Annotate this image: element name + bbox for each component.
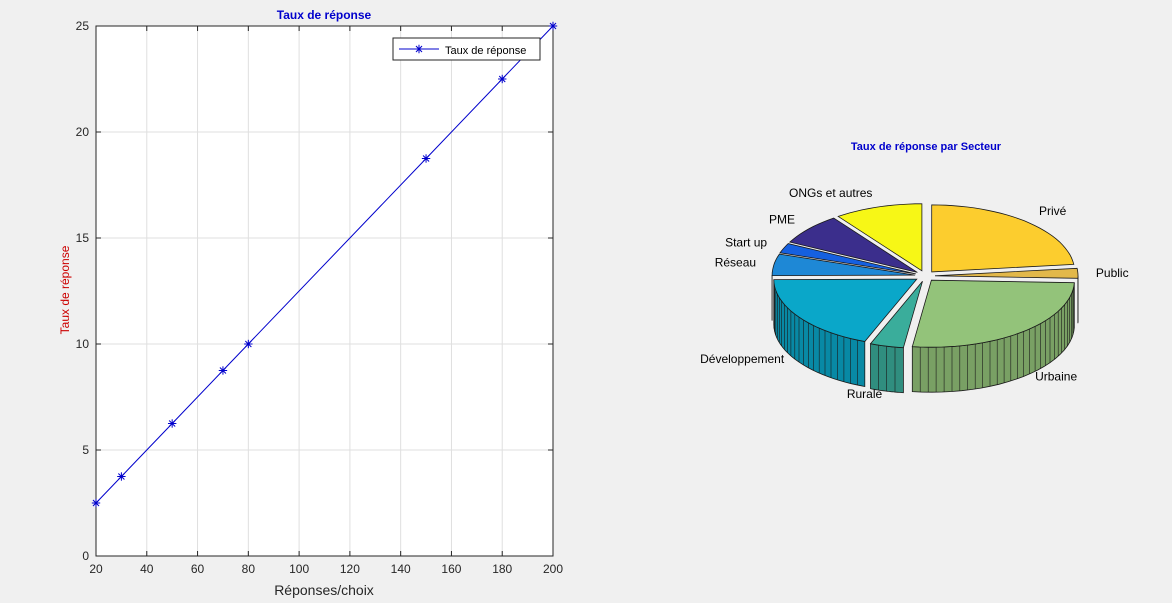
series-line <box>95 25 554 504</box>
grid <box>96 26 553 556</box>
data-point <box>117 472 126 481</box>
pie-slice <box>773 278 918 342</box>
data-point <box>167 419 177 428</box>
legend-marker <box>414 44 424 54</box>
pie-slice <box>837 203 923 272</box>
legend-box <box>392 37 541 61</box>
x-tick-label: 60 <box>191 562 205 576</box>
plot-frame <box>95 25 554 557</box>
pie-tops <box>771 203 1079 349</box>
x-tick-label: 40 <box>140 562 154 576</box>
y-tick-label: 5 <box>82 443 89 457</box>
y-tick-label: 20 <box>76 125 90 139</box>
pie-slice-label: PME <box>769 213 795 227</box>
pie-slice <box>779 243 916 275</box>
x-tick-label: 200 <box>543 562 563 576</box>
legend: Taux de réponse <box>392 37 541 61</box>
pie-slice-label: Public <box>1096 266 1129 280</box>
pie-slice-label: Privé <box>1039 204 1067 218</box>
plot-area <box>96 26 553 556</box>
pie-slice <box>771 253 916 277</box>
y-tick-label: 0 <box>82 549 89 563</box>
pie-slice <box>931 204 1075 273</box>
data-point <box>244 339 253 349</box>
line-chart-title: Taux de réponse <box>277 8 372 22</box>
x-tick-label: 160 <box>441 562 461 576</box>
pie-slice-label: Développement <box>700 352 785 366</box>
x-tick-label: 100 <box>289 562 309 576</box>
pie-sides <box>771 275 1079 394</box>
series-layer <box>91 21 558 508</box>
data-point <box>421 154 431 163</box>
pie-slice-label: Urbaine <box>1035 369 1077 383</box>
legend-entry-label: Taux de réponse <box>445 45 526 57</box>
pie-slice <box>911 279 1075 348</box>
x-tick-label: 120 <box>340 562 360 576</box>
legend-marker-asterisk <box>414 44 424 54</box>
y-tick-label: 10 <box>76 337 90 351</box>
pie-chart-title: Taux de réponse par Secteur <box>851 141 1002 153</box>
y-tick-label: 15 <box>76 231 90 245</box>
pie-slice-label: Start up <box>725 236 767 250</box>
axis-ticks: 20 40 60 80 100 120 140 160 180 200 0 5 10 15 20 25 <box>76 19 564 576</box>
x-tick-label: 140 <box>391 562 411 576</box>
x-tick-label: 20 <box>89 562 103 576</box>
y-axis-label: Taux de réponse <box>58 245 72 334</box>
pie-slice-label: Réseau <box>715 256 756 270</box>
x-tick-label: 180 <box>492 562 512 576</box>
pie-slice-label: Rurale <box>847 387 883 401</box>
x-tick-label: 80 <box>242 562 256 576</box>
data-point <box>218 366 228 375</box>
x-axis-label: Réponses/choix <box>274 582 374 598</box>
line-chart: 20 40 60 80 100 120 140 160 180 200 0 5 10 15 20 25 Tau… <box>58 8 563 598</box>
pie-slice <box>788 217 918 273</box>
y-tick-label: 25 <box>76 19 90 33</box>
pie-chart: Taux de réponse par Secteur Privé Public U… <box>700 141 1128 401</box>
data-point <box>91 498 101 508</box>
pie-slice <box>934 267 1079 279</box>
pie-slice-label: ONGs et autres <box>789 186 872 200</box>
pie-slice <box>869 281 923 349</box>
data-point <box>498 74 507 84</box>
pie-labels: Privé Public Urbaine Rurale Développement Rés… <box>700 186 1128 401</box>
data-point <box>548 21 558 31</box>
